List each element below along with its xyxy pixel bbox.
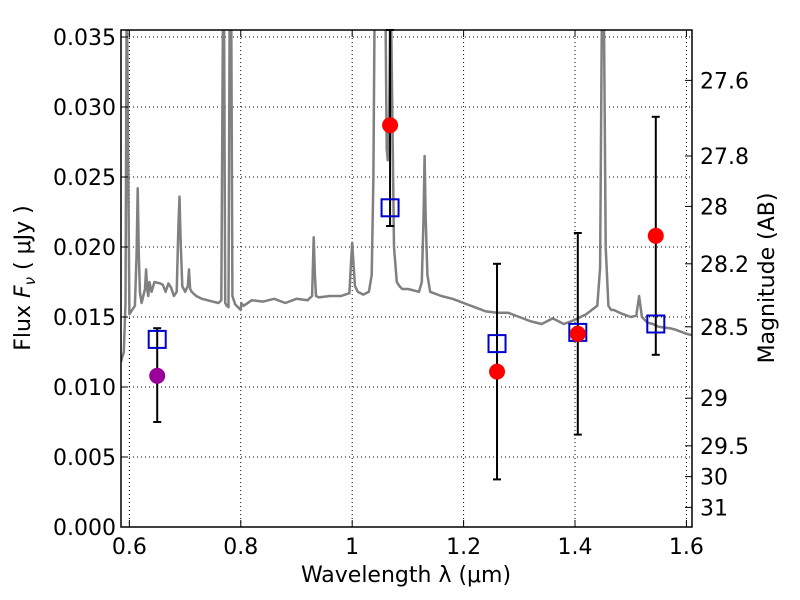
y2-tick-label: 27.6 (700, 69, 749, 94)
model-point-square (646, 314, 666, 334)
y2-tick-label: 29 (700, 387, 728, 412)
measured-point (569, 325, 586, 342)
y2-tick-label: 27.8 (700, 145, 749, 170)
model-point-square (147, 329, 167, 349)
y-tick-label: 0.015 (53, 306, 116, 331)
x-tick-label: 1.2 (446, 535, 481, 560)
measured-point (382, 117, 399, 134)
spectrum-line (121, 30, 692, 363)
y-tick-label: 0.020 (53, 236, 116, 261)
y-tick-label: 0.030 (53, 96, 116, 121)
y-axis-label: Flux Fν ( μJy ) (11, 205, 39, 350)
y2-tick-label: 28.5 (700, 316, 749, 341)
x-tick-label: 1 (345, 535, 359, 560)
x-tick-label: 0.6 (112, 535, 147, 560)
plot-frame (120, 29, 693, 528)
data-points-layer (147, 29, 666, 481)
y-tick-label: 0.005 (53, 446, 116, 471)
y-axis-label-prefix: Flux (11, 298, 36, 351)
x-tick-label: 1.6 (669, 535, 704, 560)
x-tick-label: 1.4 (558, 535, 593, 560)
x-axis-label: Wavelength λ (μm) (301, 563, 511, 588)
y2-tick-label: 31 (700, 496, 728, 521)
measured-point (647, 227, 664, 244)
model-point-square (487, 334, 507, 354)
measured-point (149, 367, 166, 384)
y-axis-label-symbol: F (11, 285, 36, 298)
y2-tick-label: 28.2 (700, 253, 749, 278)
y-axis-label-subscript: ν (21, 277, 39, 285)
y2-tick-label: 30 (700, 466, 728, 491)
y-axis-label-suffix: ( μJy ) (11, 205, 36, 277)
y-tick-label: 0.000 (53, 516, 116, 541)
y-tick-label: 0.035 (53, 26, 116, 51)
model-point-square (380, 198, 400, 218)
measured-point (489, 363, 506, 380)
y2-axis-label: Magnitude (AB) (755, 193, 780, 364)
y2-tick-label: 28 (700, 195, 728, 220)
y2-tick-label: 29.5 (700, 435, 749, 460)
x-tick-label: 0.8 (223, 535, 258, 560)
y-tick-label: 0.010 (53, 376, 116, 401)
spectrum-layer (121, 30, 692, 363)
ticks-layer: 0.6 0.8 1 1.2 1.4 1.6 0.000 0.005 0.010 0.015 0.02… (53, 26, 749, 560)
y-tick-label: 0.025 (53, 166, 116, 191)
